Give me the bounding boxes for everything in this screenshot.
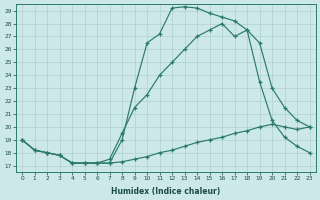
X-axis label: Humidex (Indice chaleur): Humidex (Indice chaleur) xyxy=(111,187,220,196)
